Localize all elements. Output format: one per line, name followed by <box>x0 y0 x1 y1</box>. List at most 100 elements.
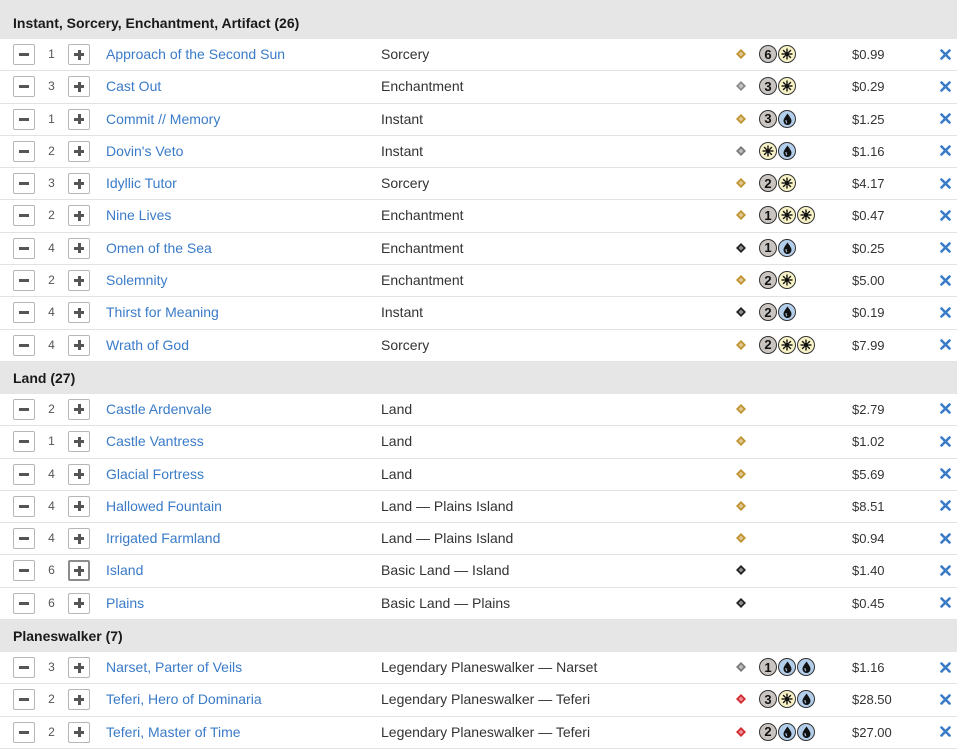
card-name-link[interactable]: Plains <box>106 594 145 611</box>
card-name-link[interactable]: Nine Lives <box>106 207 172 224</box>
white-mana-sun-icon <box>778 45 796 63</box>
increase-quantity-button[interactable] <box>68 431 90 453</box>
card-name-link[interactable]: Cast Out <box>106 78 162 95</box>
decrease-quantity-button[interactable] <box>13 270 35 292</box>
remove-card-button[interactable] <box>938 562 952 578</box>
card-name-link[interactable]: Commit // Memory <box>106 110 221 127</box>
decrease-quantity-button[interactable] <box>13 431 35 453</box>
remove-card-button[interactable] <box>938 46 952 62</box>
decrease-quantity-button[interactable] <box>13 302 35 324</box>
remove-card-button[interactable] <box>938 433 952 449</box>
increase-quantity-button[interactable] <box>68 270 90 292</box>
generic-mana-symbol: 1 <box>759 658 777 677</box>
increase-quantity-button[interactable] <box>68 44 90 65</box>
remove-card-button[interactable] <box>938 498 952 514</box>
card-name-link[interactable]: Castle Ardenvale <box>106 400 212 417</box>
decrease-quantity-button[interactable] <box>13 528 35 550</box>
card-name-link[interactable]: Thirst for Meaning <box>106 304 219 321</box>
decrease-quantity-button[interactable] <box>13 463 35 485</box>
remove-card-button[interactable] <box>938 78 952 94</box>
card-name-link[interactable]: Teferi, Hero of Dominaria <box>106 691 262 708</box>
increase-quantity-button[interactable] <box>68 302 90 324</box>
card-name-link[interactable]: Teferi, Master of Time <box>106 723 241 740</box>
close-icon <box>939 661 951 673</box>
remove-card-button[interactable] <box>938 401 952 417</box>
decrease-quantity-button[interactable] <box>13 721 35 743</box>
close-icon <box>939 307 951 318</box>
increase-quantity-button[interactable] <box>68 237 90 259</box>
remove-card-button[interactable] <box>938 659 952 675</box>
close-icon <box>939 500 951 512</box>
decrease-quantity-button[interactable] <box>13 689 35 711</box>
increase-quantity-button[interactable] <box>68 495 90 517</box>
card-name-link[interactable]: Narset, Parter of Veils <box>106 659 243 676</box>
card-name-link[interactable]: Approach of the Second Sun <box>106 46 286 62</box>
white-mana-sun-icon <box>759 141 777 160</box>
remove-card-button[interactable] <box>938 691 952 707</box>
decrease-quantity-button[interactable] <box>13 560 35 582</box>
card-row: 1 Approach of the Second Sun Sorcery 6 $0.99 <box>0 39 957 72</box>
generic-mana-symbol: 3 <box>759 690 777 709</box>
decrease-quantity-button[interactable] <box>13 495 35 517</box>
increase-quantity-button[interactable] <box>68 560 90 582</box>
increase-quantity-button[interactable] <box>68 205 90 227</box>
card-name-link[interactable]: Island <box>106 562 144 579</box>
remove-card-button[interactable] <box>938 466 952 482</box>
increase-quantity-button[interactable] <box>68 592 90 614</box>
decrease-quantity-button[interactable] <box>13 173 35 195</box>
increase-quantity-button[interactable] <box>68 140 90 162</box>
increase-quantity-button[interactable] <box>68 463 90 485</box>
remove-card-button[interactable] <box>938 304 952 320</box>
card-row: 4 Glacial Fortress Land $5.69 <box>0 458 957 491</box>
remove-card-button[interactable] <box>938 337 952 353</box>
card-name-link[interactable]: Dovin's Veto <box>106 142 184 159</box>
remove-card-button[interactable] <box>938 272 952 288</box>
close-icon <box>939 177 951 189</box>
card-row: 1 Commit // Memory Instant 3 $1.25 <box>0 103 957 136</box>
decrease-quantity-button[interactable] <box>13 44 35 65</box>
increase-quantity-button[interactable] <box>68 689 90 711</box>
increase-quantity-button[interactable] <box>68 528 90 550</box>
set-theros-icon <box>734 305 748 319</box>
remove-card-button[interactable] <box>938 143 952 159</box>
card-price: $7.99 <box>852 337 885 353</box>
card-name-link[interactable]: Irrigated Farmland <box>106 530 221 547</box>
card-name-link[interactable]: Omen of the Sea <box>106 239 212 256</box>
set-theros-icon <box>734 176 748 190</box>
card-name-link[interactable]: Solemnity <box>106 272 168 289</box>
decrease-quantity-button[interactable] <box>13 334 35 356</box>
generic-mana-symbol: 2 <box>759 722 777 741</box>
remove-card-button[interactable] <box>938 175 952 191</box>
card-row: 4 Irrigated Farmland Land — Plains Island $… <box>0 523 957 556</box>
remove-card-button[interactable] <box>938 111 952 127</box>
remove-card-button[interactable] <box>938 240 952 256</box>
increase-quantity-button[interactable] <box>68 398 90 420</box>
remove-card-button[interactable] <box>938 724 952 740</box>
increase-quantity-button[interactable] <box>68 721 90 743</box>
decrease-quantity-button[interactable] <box>13 592 35 614</box>
set-basic-icon <box>734 563 748 577</box>
increase-quantity-button[interactable] <box>68 334 90 356</box>
card-name-link[interactable]: Castle Vantress <box>106 433 204 450</box>
remove-card-button[interactable] <box>938 595 952 611</box>
increase-quantity-button[interactable] <box>68 108 90 130</box>
card-name-link[interactable]: Idyllic Tutor <box>106 175 177 192</box>
increase-quantity-button[interactable] <box>68 76 90 98</box>
decrease-quantity-button[interactable] <box>13 76 35 98</box>
decrease-quantity-button[interactable] <box>13 398 35 420</box>
card-name-link[interactable]: Glacial Fortress <box>106 465 205 482</box>
mana-cost: 2 <box>759 335 816 356</box>
card-price: $28.50 <box>852 692 892 708</box>
decrease-quantity-button[interactable] <box>13 140 35 162</box>
card-name-link[interactable]: Hallowed Fountain <box>106 497 222 514</box>
card-name-link[interactable]: Wrath of God <box>106 336 190 353</box>
remove-card-button[interactable] <box>938 530 952 546</box>
decrease-quantity-button[interactable] <box>13 657 35 679</box>
increase-quantity-button[interactable] <box>68 657 90 679</box>
decrease-quantity-button[interactable] <box>13 205 35 227</box>
decrease-quantity-button[interactable] <box>13 237 35 259</box>
card-price: $0.47 <box>852 208 885 224</box>
remove-card-button[interactable] <box>938 207 952 223</box>
decrease-quantity-button[interactable] <box>13 108 35 130</box>
increase-quantity-button[interactable] <box>68 173 90 195</box>
